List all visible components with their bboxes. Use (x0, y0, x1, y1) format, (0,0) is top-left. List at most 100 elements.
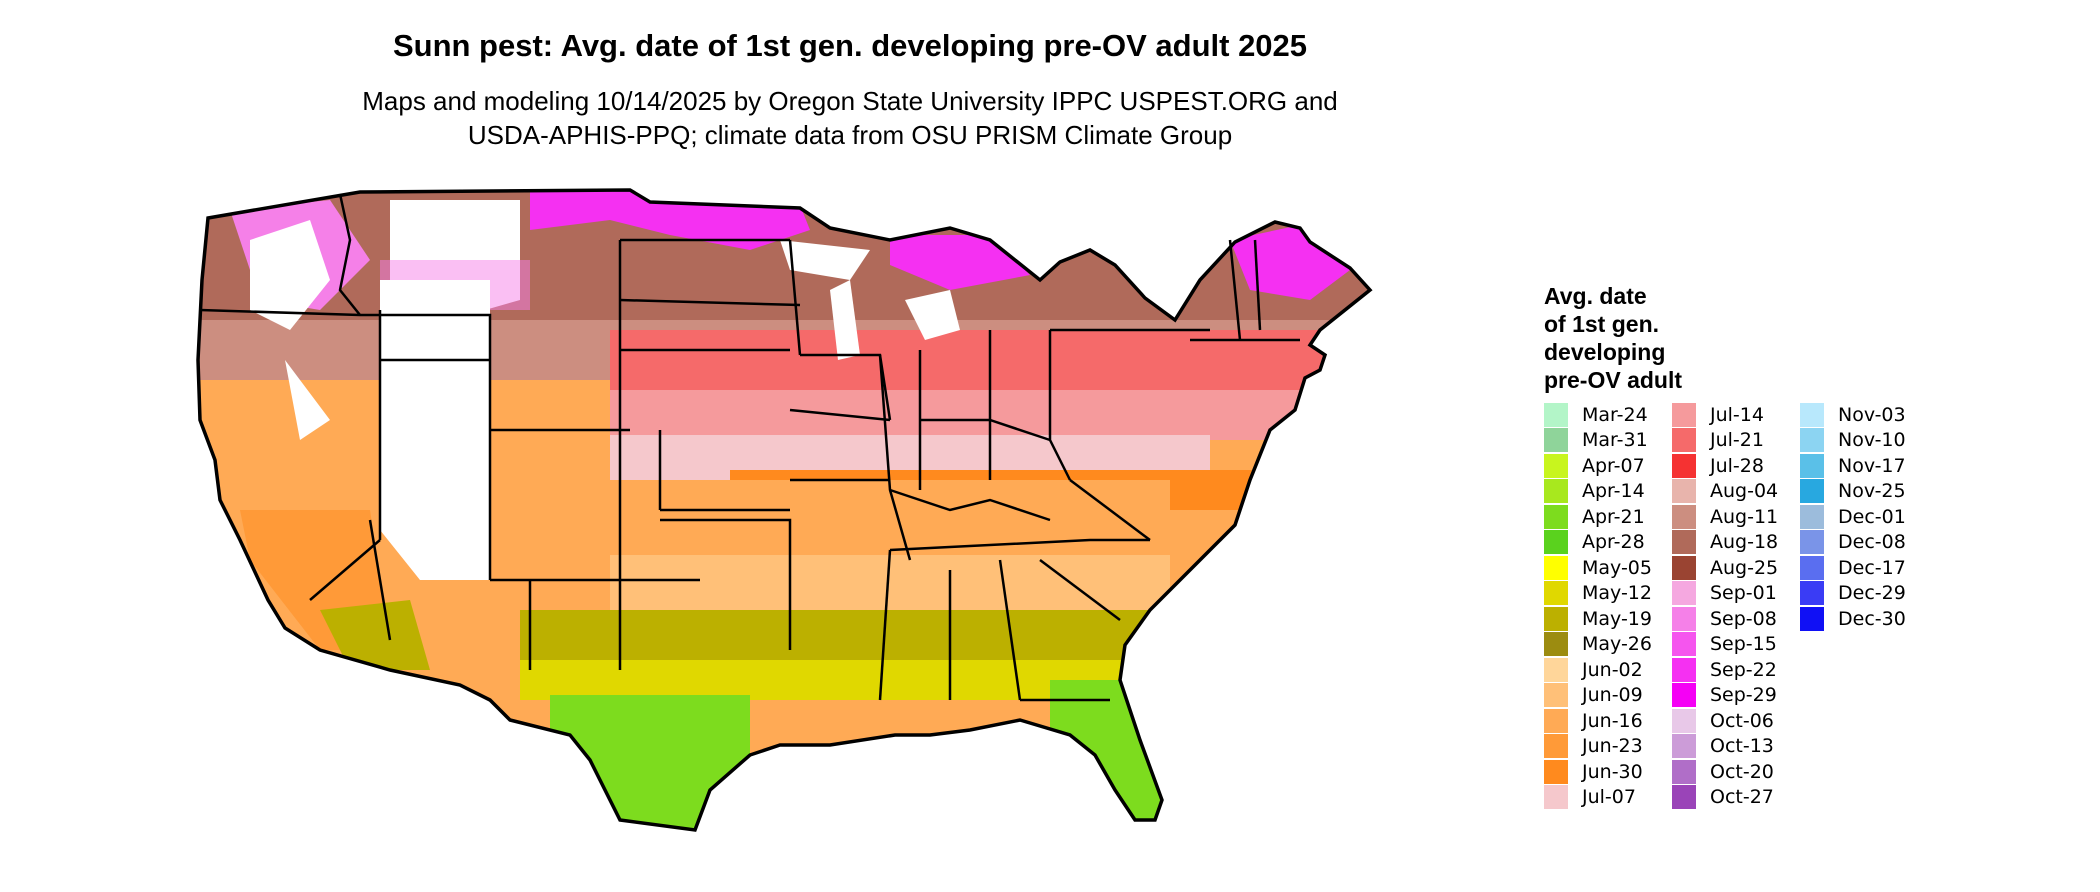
legend-swatch (1544, 555, 1568, 580)
legend-item: Dec-30 (1800, 606, 1928, 632)
legend-swatch (1800, 606, 1824, 631)
legend-item: Aug-25 (1672, 555, 1800, 581)
legend-swatch (1544, 785, 1568, 810)
legend-swatch (1672, 606, 1696, 631)
legend-item: Jun-23 (1544, 734, 1672, 760)
legend-item: Nov-10 (1800, 428, 1928, 454)
legend-swatch (1672, 402, 1696, 427)
legend-swatch (1544, 632, 1568, 657)
legend-swatch (1672, 428, 1696, 453)
subtitle-line-2: USDA-APHIS-PPQ; climate data from OSU PR… (467, 120, 1233, 150)
legend-label: May-19 (1582, 607, 1652, 630)
legend-swatch (1800, 428, 1824, 453)
legend-label: Oct-27 (1710, 786, 1774, 809)
legend-title: Avg. date of 1st gen. developing pre-OV … (1544, 282, 1744, 394)
legend-item: Jul-14 (1672, 402, 1800, 428)
legend-label: Jun-30 (1582, 760, 1643, 783)
legend-title-line: Avg. date (1544, 283, 1647, 309)
legend-label: Nov-03 (1838, 403, 1906, 426)
legend-swatch (1672, 479, 1696, 504)
legend-item: Sep-29 (1672, 683, 1800, 709)
legend-swatch (1672, 759, 1696, 784)
legend-item: May-26 (1544, 632, 1672, 658)
subtitle-line-1: Maps and modeling 10/14/2025 by Oregon S… (362, 86, 1338, 116)
legend: Mar-24 Mar-31 Apr-07 Apr-14 Apr-21 Apr-28 May-… (1544, 402, 1928, 810)
legend-item: Sep-08 (1672, 606, 1800, 632)
legend-label: Jun-23 (1582, 735, 1643, 758)
legend-label: Mar-24 (1582, 403, 1648, 426)
legend-swatch (1800, 581, 1824, 606)
legend-label: Sep-22 (1710, 658, 1777, 681)
legend-label: Jun-02 (1582, 658, 1643, 681)
legend-label: Jul-07 (1582, 786, 1636, 809)
legend-swatch (1544, 683, 1568, 708)
legend-label: Oct-13 (1710, 735, 1774, 758)
legend-title-line: developing (1544, 339, 1666, 365)
legend-label: Apr-07 (1582, 454, 1645, 477)
legend-swatch (1800, 530, 1824, 555)
legend-item: Oct-06 (1672, 708, 1800, 734)
legend-item: Jun-30 (1544, 759, 1672, 785)
legend-label: Oct-06 (1710, 709, 1774, 732)
legend-label: Sep-01 (1710, 582, 1777, 605)
legend-swatch (1800, 555, 1824, 580)
legend-swatch (1672, 453, 1696, 478)
legend-label: Nov-17 (1838, 454, 1906, 477)
legend-swatch (1800, 402, 1824, 427)
legend-item: Sep-22 (1672, 657, 1800, 683)
legend-item: Aug-18 (1672, 530, 1800, 556)
legend-label: Aug-04 (1710, 480, 1779, 503)
legend-label: Mar-31 (1582, 429, 1648, 452)
legend-swatch (1544, 581, 1568, 606)
legend-title-line: pre-OV adult (1544, 367, 1683, 393)
legend-item: Apr-07 (1544, 453, 1672, 479)
legend-item: Aug-04 (1672, 479, 1800, 505)
legend-item: Nov-03 (1800, 402, 1928, 428)
legend-label: Sep-08 (1710, 607, 1777, 630)
legend-swatch (1544, 479, 1568, 504)
legend-swatch (1544, 759, 1568, 784)
legend-swatch (1672, 555, 1696, 580)
legend-item: Mar-24 (1544, 402, 1672, 428)
state-borders (199, 193, 1300, 702)
legend-item: Nov-25 (1800, 479, 1928, 505)
legend-swatch (1544, 530, 1568, 555)
legend-item: May-19 (1544, 606, 1672, 632)
legend-item: Jul-21 (1672, 428, 1800, 454)
legend-label: May-12 (1582, 582, 1652, 605)
legend-label: Aug-25 (1710, 556, 1779, 579)
legend-label: Aug-11 (1710, 505, 1779, 528)
legend-label: Jul-14 (1710, 403, 1764, 426)
legend-item: Dec-17 (1800, 555, 1928, 581)
legend-item: Jun-16 (1544, 708, 1672, 734)
legend-swatch (1544, 453, 1568, 478)
legend-swatch (1672, 708, 1696, 733)
legend-swatch (1544, 657, 1568, 682)
legend-swatch (1672, 581, 1696, 606)
legend-label: Apr-21 (1582, 505, 1645, 528)
legend-item: May-05 (1544, 555, 1672, 581)
legend-item: Apr-14 (1544, 479, 1672, 505)
legend-label: May-05 (1582, 556, 1652, 579)
legend-label: May-26 (1582, 633, 1652, 656)
legend-label: Jun-09 (1582, 684, 1643, 707)
legend-item: Dec-08 (1800, 530, 1928, 556)
legend-item: Oct-27 (1672, 785, 1800, 811)
legend-item: Nov-17 (1800, 453, 1928, 479)
legend-item: Sep-15 (1672, 632, 1800, 658)
legend-item: Dec-29 (1800, 581, 1928, 607)
legend-item: Oct-20 (1672, 759, 1800, 785)
legend-swatch (1544, 504, 1568, 529)
legend-swatch (1672, 632, 1696, 657)
legend-label: Dec-01 (1838, 505, 1906, 528)
legend-label: Jul-28 (1710, 454, 1764, 477)
legend-swatch (1672, 785, 1696, 810)
legend-title-line: of 1st gen. (1544, 311, 1660, 337)
legend-label: Sep-29 (1710, 684, 1777, 707)
legend-item: Dec-01 (1800, 504, 1928, 530)
legend-swatch (1672, 504, 1696, 529)
legend-label: Apr-14 (1582, 480, 1645, 503)
us-map (190, 180, 1530, 880)
legend-item: Apr-28 (1544, 530, 1672, 556)
legend-swatch (1544, 402, 1568, 427)
